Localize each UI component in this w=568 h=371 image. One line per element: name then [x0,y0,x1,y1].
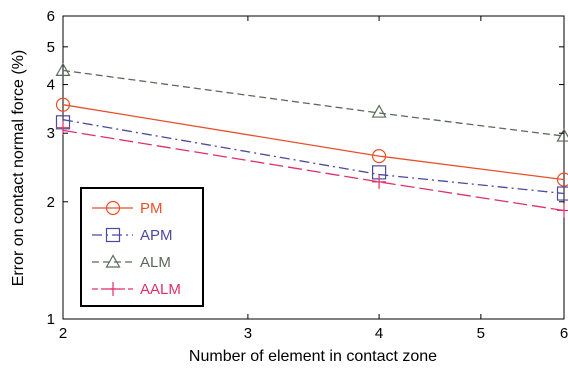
x-tick-label: 6 [560,325,568,342]
data-point-aalm [372,174,387,189]
data-point-alm [371,104,387,118]
legend-label-apm: APM [140,227,173,244]
x-tick-label: 5 [477,325,485,342]
legend-marker-apm [105,227,121,243]
y-tick-label: 2 [47,194,55,211]
data-point-apm [556,186,568,201]
y-tick-label: 4 [47,77,55,94]
x-tick-label: 4 [375,325,383,342]
data-point-alm [556,128,568,142]
y-tick-label: 1 [47,311,55,328]
x-tick-label: 3 [244,325,252,342]
legend-label-alm: ALM [140,254,171,271]
data-point-pm [556,172,568,187]
series-line-apm [62,119,565,195]
data-point-aalm [56,120,70,135]
data-point-pm [55,97,71,112]
y-tick-label: 6 [47,8,55,25]
y-tick-label: 5 [47,39,55,56]
legend-marker-alm [105,254,121,268]
x-axis-title: Number of element in contact zone [189,348,437,365]
y-axis-title: Error on contact normal force (%) [10,50,27,287]
data-point-pm [371,149,387,164]
legend-marker-aalm [106,282,120,296]
legend: PM APM ALM AALM [80,187,204,307]
data-point-aalm [557,203,568,218]
x-tick-label: 2 [59,325,67,342]
series-line-aalm [62,129,565,212]
series-line-pm [62,104,565,181]
series-line-alm [62,69,565,137]
data-point-alm [55,62,71,76]
y-tick-label: 3 [47,125,55,142]
legend-marker-pm [105,200,121,216]
legend-label-aalm: AALM [140,281,181,298]
series-layer [55,62,568,218]
legend-label-pm: PM [140,200,163,217]
